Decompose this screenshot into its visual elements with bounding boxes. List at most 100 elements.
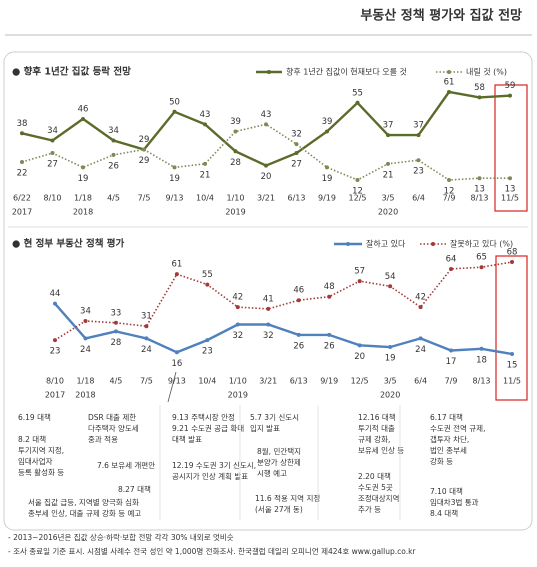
data-label: 27 — [47, 160, 58, 170]
data-label: 26 — [108, 161, 119, 171]
data-point — [296, 298, 301, 303]
annotation: 투기지역 지정, — [18, 445, 64, 455]
data-label: 24 — [141, 345, 152, 355]
data-label: 61 — [444, 78, 455, 88]
data-point — [53, 338, 57, 343]
data-point — [53, 301, 57, 306]
data-label: 34 — [47, 126, 58, 136]
data-point — [203, 161, 207, 166]
annotation: 7.6 보유세 개편안 — [97, 460, 155, 470]
data-point — [83, 336, 88, 341]
x-year-label: 2019 — [225, 208, 245, 217]
data-point — [388, 345, 393, 350]
x-tick-label: 1/18 — [74, 194, 92, 203]
series-line — [54, 261, 513, 341]
data-point — [266, 322, 271, 327]
annotation: 임대사업자 — [18, 457, 53, 466]
data-label: 19 — [385, 354, 396, 364]
data-label: 58 — [474, 83, 485, 93]
data-point — [357, 343, 362, 348]
data-point — [113, 320, 118, 325]
data-label: 46 — [293, 286, 304, 296]
x-tick-label: 8/13 — [473, 377, 491, 386]
data-point — [111, 152, 116, 157]
x-tick-label: 12/5 — [351, 377, 369, 386]
x-tick-label: 9/13 — [166, 194, 184, 203]
highlight-box — [495, 255, 528, 401]
data-label: 17 — [446, 357, 457, 367]
data-label: 39 — [230, 117, 241, 127]
x-year-label: 2020 — [378, 208, 398, 217]
data-point — [355, 178, 360, 182]
x-tick-label: 3/5 — [382, 194, 395, 203]
data-point — [81, 165, 85, 170]
data-label: 46 — [78, 104, 89, 114]
annotation: 8.2 대책 — [18, 434, 46, 444]
page-title: 부동산 정책 평가와 집값 전망 — [360, 8, 522, 24]
data-point — [510, 352, 514, 356]
data-point — [418, 336, 423, 341]
x-tick-label: 9/19 — [318, 194, 336, 203]
data-label: 59 — [505, 81, 516, 91]
data-label: 50 — [169, 97, 180, 107]
series-line — [21, 90, 511, 167]
data-point — [447, 178, 451, 182]
data-point — [479, 265, 484, 270]
x-tick-label: 1/18 — [76, 377, 94, 386]
annotation: 규제 강화, — [358, 434, 390, 444]
data-label: 44 — [50, 289, 61, 299]
data-point — [266, 306, 271, 311]
data-label: 68 — [507, 248, 518, 258]
annotation: 6.19 대책 — [18, 412, 51, 422]
data-point — [235, 322, 240, 327]
data-point — [20, 160, 24, 165]
data-label: 55 — [202, 270, 213, 280]
annotation: 6.17 대책 — [430, 412, 463, 422]
data-label: 13 — [474, 185, 485, 195]
data-label: 12 — [352, 187, 363, 197]
data-point — [477, 95, 482, 100]
annotation: 입지 발표 — [250, 424, 280, 433]
data-point — [325, 165, 329, 170]
series-line — [54, 302, 513, 356]
x-tick-label: 3/21 — [259, 377, 277, 386]
data-label: 23 — [413, 167, 424, 177]
legend-label: 내릴 것 (%) — [466, 67, 507, 77]
data-point — [327, 332, 332, 337]
data-label: 12 — [444, 187, 455, 197]
data-label: 16 — [171, 359, 182, 369]
x-tick-label: 1/10 — [227, 194, 245, 203]
data-label: 15 — [507, 361, 518, 371]
data-label: 38 — [17, 119, 28, 129]
series-line — [21, 123, 510, 181]
data-point — [325, 129, 329, 134]
data-point — [264, 163, 268, 168]
annotation: 5.7 3기 신도시 — [250, 413, 299, 422]
data-label: 32 — [232, 331, 243, 341]
x-year-label: 2020 — [380, 391, 400, 400]
data-label: 64 — [446, 254, 457, 264]
panel — [3, 51, 533, 531]
x-tick-label: 9/13 — [168, 377, 186, 386]
data-point — [235, 305, 240, 310]
data-point — [477, 176, 482, 181]
data-point — [81, 116, 85, 121]
data-label: 19 — [322, 174, 333, 184]
legend-marker — [346, 242, 350, 246]
data-label: 34 — [108, 126, 119, 136]
x-tick-label: 8/13 — [471, 194, 489, 203]
data-label: 23 — [50, 347, 61, 357]
data-point — [510, 260, 514, 264]
x-tick-label: 6/13 — [288, 194, 306, 203]
data-point — [508, 176, 512, 181]
data-label: 13 — [505, 185, 516, 195]
data-label: 18 — [476, 355, 487, 365]
legend-marker — [447, 70, 451, 74]
annotation: 대책 발표 — [172, 434, 202, 444]
data-point — [416, 133, 421, 138]
data-point — [233, 149, 238, 154]
annotation: 시행 예고 — [257, 468, 287, 478]
annotation: 투기적 대출 — [358, 423, 395, 433]
data-label: 48 — [324, 282, 335, 292]
